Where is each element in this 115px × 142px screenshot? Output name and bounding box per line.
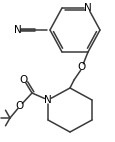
Text: N: N — [44, 95, 51, 105]
Text: O: O — [77, 62, 85, 72]
Text: O: O — [16, 101, 24, 111]
Text: O: O — [20, 75, 28, 85]
Text: N: N — [83, 3, 91, 13]
Text: N: N — [14, 25, 22, 35]
